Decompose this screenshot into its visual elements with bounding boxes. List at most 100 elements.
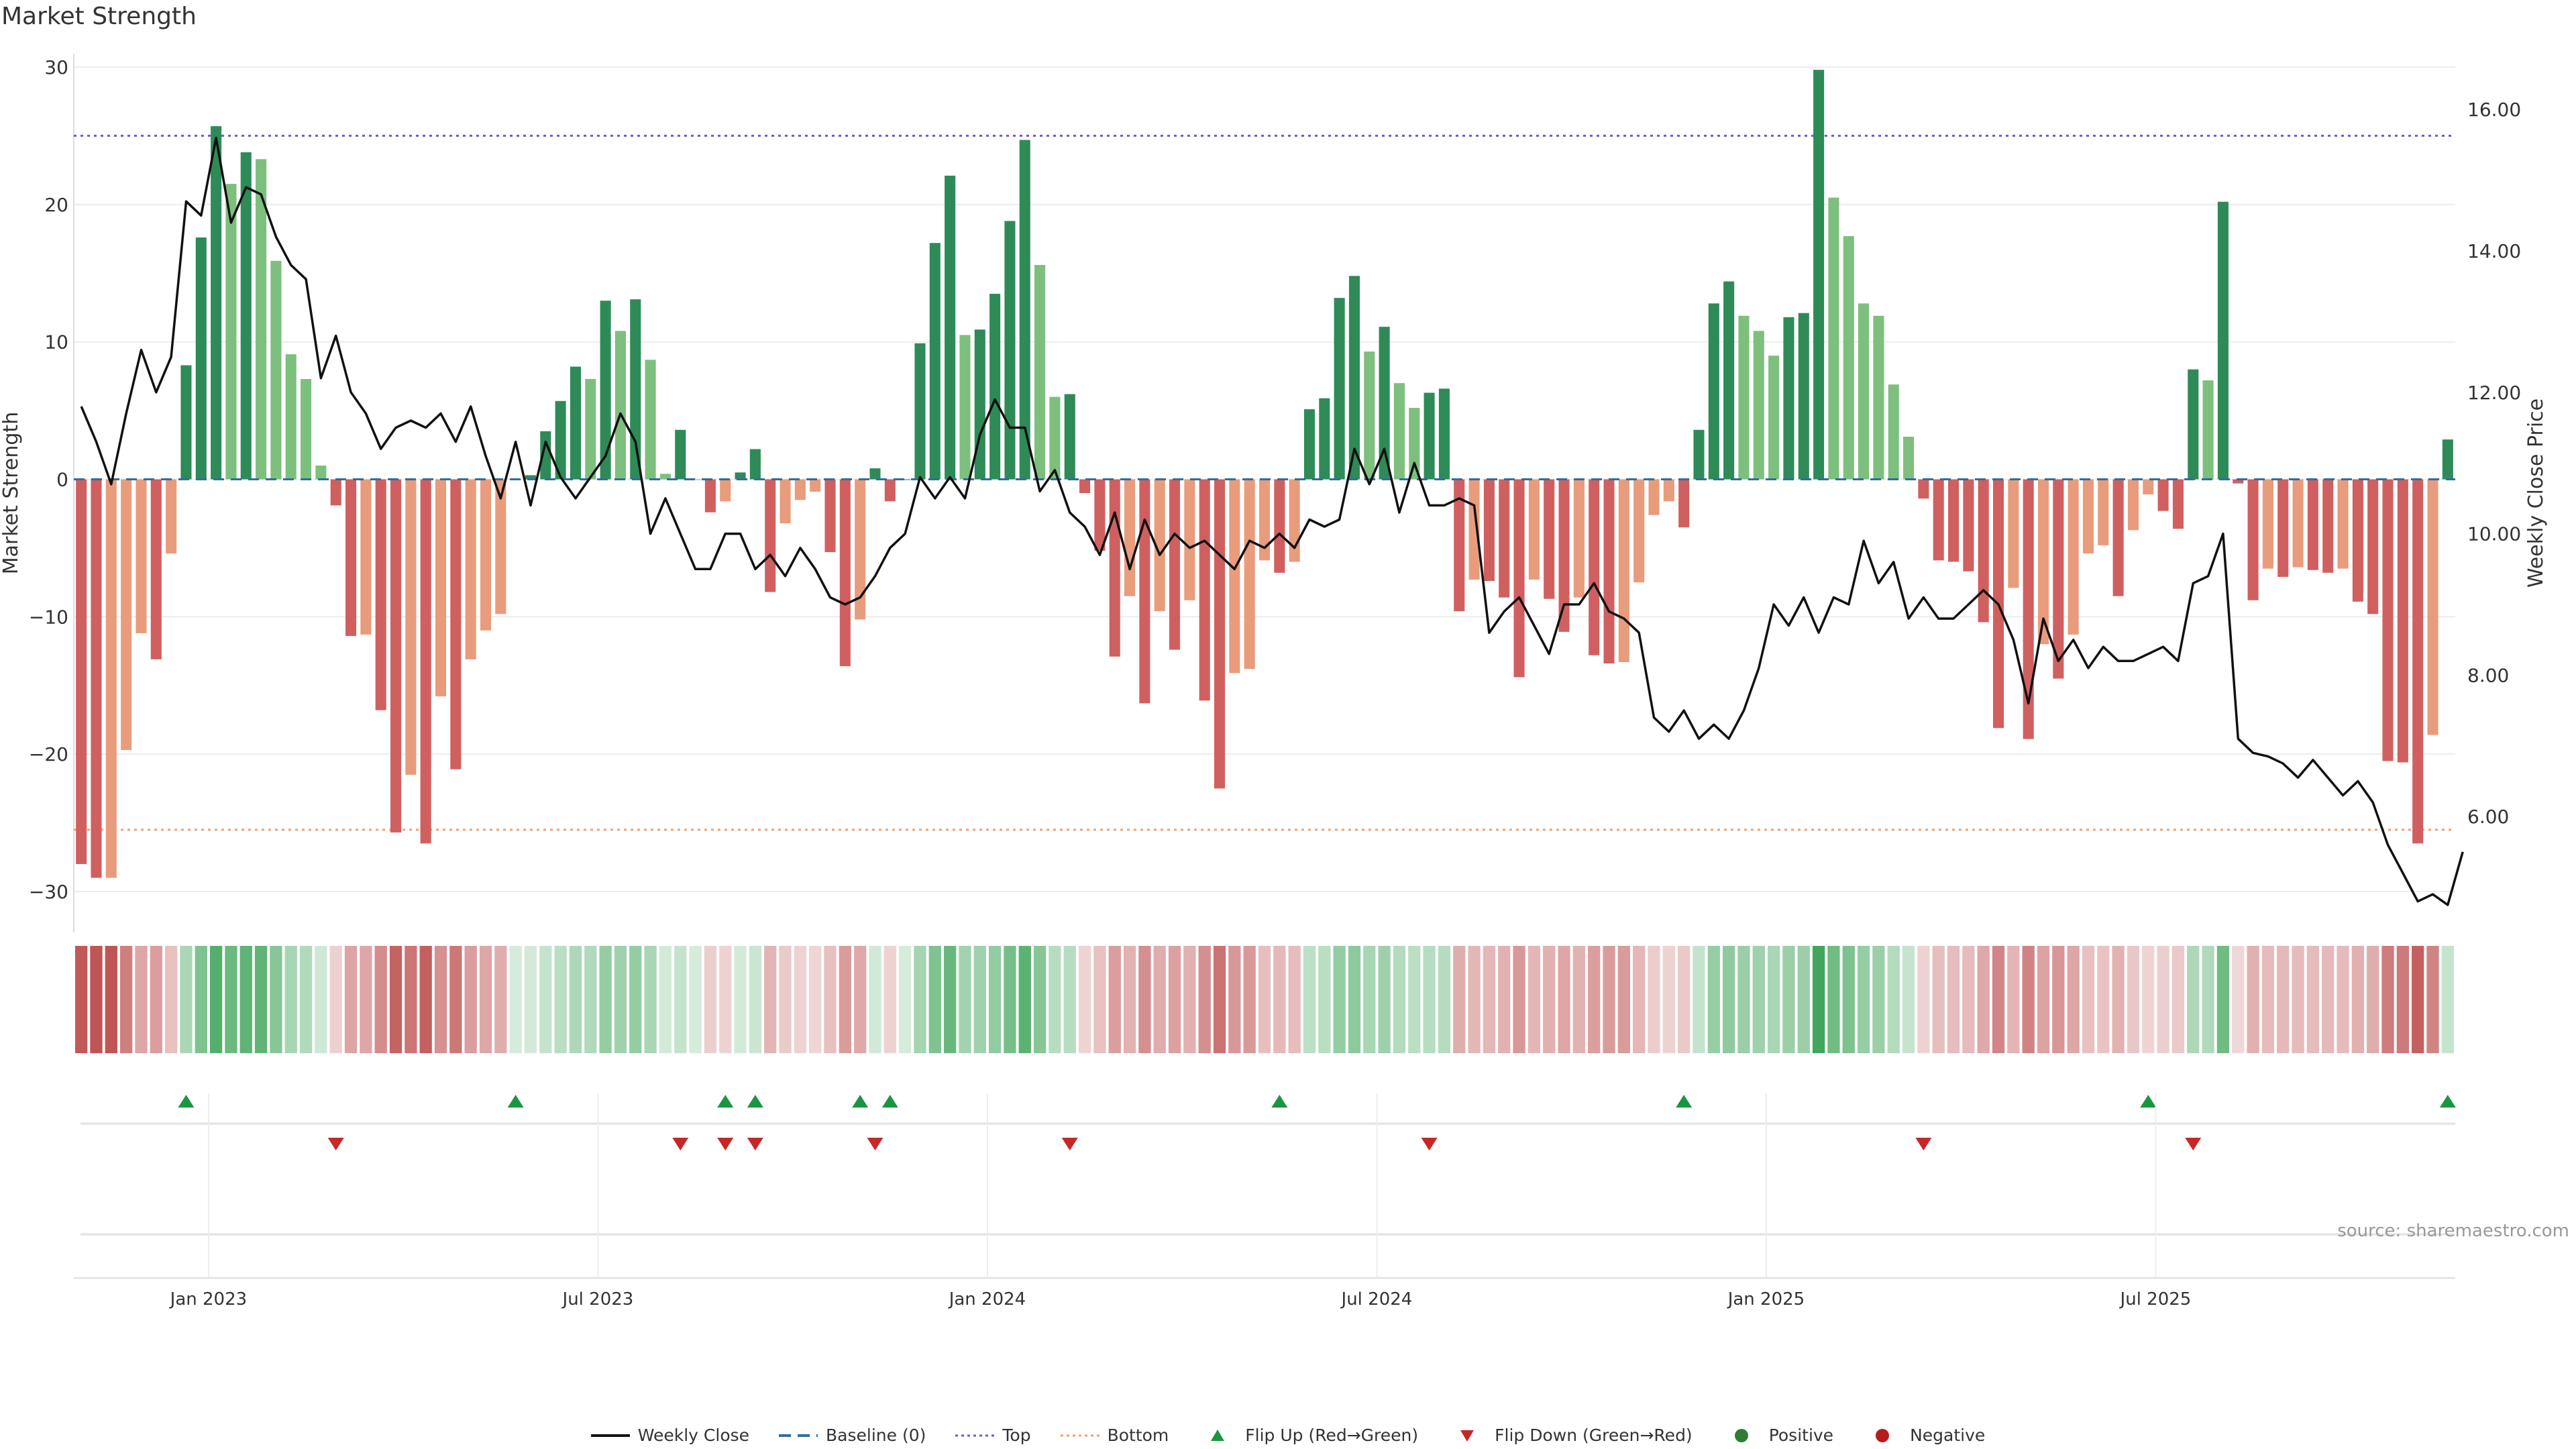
heat-strip-cell — [1827, 946, 1840, 1053]
heat-strip-cell — [2037, 946, 2050, 1053]
strength-bar — [959, 335, 971, 480]
heat-strip-cell — [1902, 946, 1915, 1053]
strength-bar — [1589, 479, 1600, 655]
legend-label: Bottom — [1107, 1426, 1169, 1445]
heat-strip-cell — [1018, 946, 1031, 1053]
legend-item: Flip Up (Red→Green) — [1198, 1426, 1418, 1445]
heat-strip-cell — [2216, 946, 2230, 1053]
strength-bar — [2008, 479, 2019, 588]
strength-bar — [360, 479, 372, 635]
heat-strip-cell — [195, 946, 207, 1053]
heat-strip-cell — [1543, 946, 1556, 1053]
heat-strip-cell — [2261, 946, 2275, 1053]
heat-strip-cell — [1872, 946, 1885, 1053]
flip-down-marker — [1915, 1138, 1932, 1150]
heat-strip-cell — [1378, 946, 1391, 1053]
heat-strip-cell — [1198, 946, 1211, 1053]
strength-bar — [1454, 479, 1465, 612]
strength-bar — [1438, 388, 1450, 480]
strength-bar — [1199, 479, 1210, 701]
heat-strip-cell — [809, 946, 822, 1053]
strength-bar — [869, 468, 881, 480]
heat-strip-cell — [1678, 946, 1690, 1053]
triangle-up-legend-icon — [1211, 1429, 1225, 1441]
right-tick-label: 14.00 — [2467, 240, 2521, 262]
heat-strip-cell — [405, 946, 417, 1053]
strength-bar — [2277, 479, 2289, 577]
strength-bar — [2023, 479, 2034, 739]
heat-strip-cell — [569, 946, 582, 1053]
strength-bar — [495, 479, 506, 614]
heat-strip-cell — [749, 946, 762, 1053]
legend-item: Baseline (0) — [779, 1426, 926, 1445]
strength-bar — [1858, 303, 1870, 480]
strength-bar — [315, 466, 327, 480]
strength-bar — [2172, 479, 2184, 529]
heat-strip-cell — [270, 946, 282, 1053]
legend-label: Flip Up (Red→Green) — [1245, 1426, 1419, 1445]
strength-bar — [136, 479, 147, 633]
x-tick-label: Jan 2023 — [169, 1289, 248, 1309]
heat-strip-cell — [539, 946, 552, 1053]
heat-strip-cell — [1992, 946, 2005, 1053]
legend-label: Positive — [1768, 1426, 1834, 1445]
strength-bar — [1633, 479, 1645, 583]
strength-bar — [570, 366, 581, 480]
strength-bar — [974, 329, 985, 480]
heat-strip-cell — [988, 946, 1002, 1053]
strength-bar — [600, 301, 611, 480]
heat-strip-cell — [105, 946, 117, 1053]
heat-strip-cell — [419, 946, 432, 1053]
strength-bar — [301, 378, 312, 480]
strength-bar — [1499, 479, 1510, 598]
strength-bar — [1139, 479, 1150, 704]
heat-strip-cell — [315, 946, 327, 1053]
heat-strip-cell — [1977, 946, 1990, 1053]
strength-bar — [2292, 479, 2304, 568]
heat-strip-cell — [584, 946, 597, 1053]
strength-bar — [435, 479, 447, 697]
strength-bar — [2112, 479, 2124, 596]
flip-up-marker — [2140, 1095, 2157, 1108]
heat-strip-cell — [659, 946, 672, 1053]
strength-bar — [1393, 383, 1405, 480]
strength-bar — [1678, 479, 1690, 528]
heat-strip-cell — [1318, 946, 1331, 1053]
heat-strip-cell — [883, 946, 896, 1053]
flip-down-marker — [867, 1138, 883, 1150]
strength-bar — [555, 400, 566, 480]
heat-strip-cell — [854, 946, 867, 1053]
legend-label: Flip Down (Green→Red) — [1495, 1426, 1693, 1445]
heat-strip-cell — [629, 946, 642, 1053]
flip-down-marker — [717, 1138, 734, 1150]
heat-strip-cell — [509, 946, 522, 1053]
heat-strip-cell — [914, 946, 926, 1053]
heat-strip-cell — [1033, 946, 1046, 1053]
strength-bar — [420, 479, 431, 844]
heat-strip-cell — [1603, 946, 1615, 1053]
strength-bar — [195, 237, 207, 480]
heat-strip-cell — [1498, 946, 1511, 1053]
strength-bar — [2412, 479, 2424, 844]
strength-bar — [1783, 317, 1794, 480]
heat-strip-cell — [2157, 946, 2169, 1053]
strength-bar — [1229, 479, 1240, 674]
flip-up-marker — [881, 1095, 898, 1108]
heat-strip-cell — [764, 946, 777, 1053]
flip-up-marker — [2439, 1095, 2456, 1108]
strength-bar — [704, 479, 716, 513]
heat-strip-cell — [1767, 946, 1780, 1053]
strength-bar — [1544, 479, 1555, 599]
strength-bar — [1753, 331, 1764, 480]
left-tick-label: 30 — [44, 56, 68, 78]
strength-bar — [2307, 479, 2318, 570]
heat-strip-cell — [1722, 946, 1735, 1053]
x-tick-label: Jan 2024 — [948, 1289, 1026, 1309]
flip-down-marker — [2185, 1138, 2202, 1150]
heat-strip-cell — [2082, 946, 2095, 1053]
strength-bar — [1603, 479, 1615, 663]
strength-bar — [2427, 479, 2438, 735]
left-tick-label: −10 — [29, 606, 68, 628]
strength-bar — [1648, 479, 1660, 515]
strength-bar — [1424, 392, 1435, 480]
